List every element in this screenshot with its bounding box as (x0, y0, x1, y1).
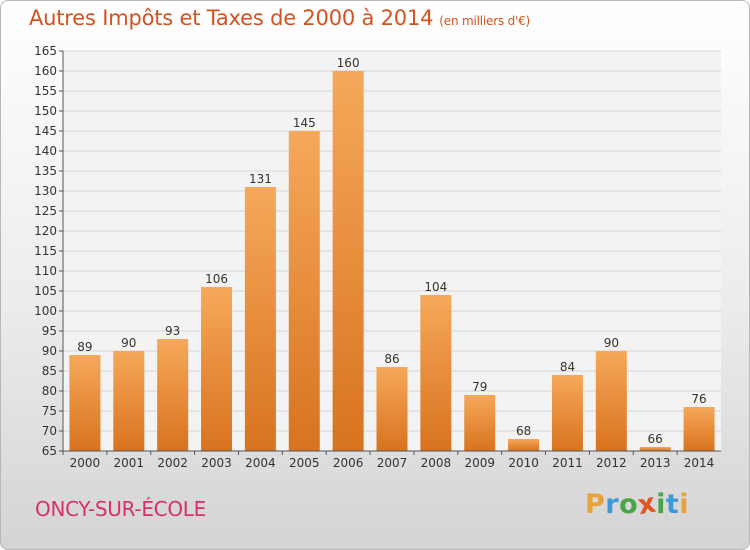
y-tick-label: 100 (34, 304, 57, 318)
data-label-2004: 131 (249, 172, 272, 186)
x-tick-label-2010: 2010 (508, 456, 539, 470)
x-tick-label-2009: 2009 (464, 456, 495, 470)
bar-2006 (332, 71, 364, 451)
bar-2001 (113, 351, 145, 451)
bar-2012 (595, 351, 627, 451)
x-axis-ticks: 2000 2001 2002 2003 2004 2005 2006 2007 2008 2009… (62, 451, 715, 470)
bar-2003 (201, 287, 233, 451)
bar-2010 (508, 439, 540, 451)
chart-unit-label: (en milliers d'€) (439, 14, 531, 28)
bar-2009 (464, 395, 496, 451)
bars (69, 71, 715, 451)
x-tick-label-2006: 2006 (333, 456, 364, 470)
data-label-2002: 93 (165, 324, 180, 338)
y-tick-label: 125 (34, 204, 57, 218)
y-tick-label: 95 (42, 324, 57, 338)
bar-2013 (639, 447, 671, 451)
y-axis-ticks: 65 70 75 80 85 90 95 100 105 110 115 120 125 130 135 14… (34, 44, 63, 458)
y-tick-label: 115 (34, 244, 57, 258)
bar-2014 (683, 407, 715, 451)
data-label-2007: 86 (384, 352, 399, 366)
y-tick-label: 130 (34, 184, 57, 198)
logo-letter: P (585, 489, 606, 520)
x-tick-label-2004: 2004 (245, 456, 276, 470)
chart-title: Autres Impôts et Taxes de 2000 à 2014 (en… (29, 6, 530, 30)
x-tick-label-2011: 2011 (552, 456, 583, 470)
x-tick-label-2000: 2000 (70, 456, 101, 470)
logo-letter: t (665, 489, 680, 520)
data-label-2003: 106 (205, 272, 228, 286)
data-label-2013: 66 (648, 432, 663, 446)
bar-2002 (157, 339, 189, 451)
y-tick-label: 110 (34, 264, 57, 278)
data-label-2014: 76 (691, 392, 706, 406)
x-tick-label-2001: 2001 (114, 456, 145, 470)
x-tick-label-2014: 2014 (684, 456, 715, 470)
y-tick-label: 120 (34, 224, 57, 238)
y-tick-label: 85 (42, 364, 57, 378)
x-tick-label-2013: 2013 (640, 456, 671, 470)
x-tick-label-2008: 2008 (421, 456, 452, 470)
y-tick-label: 90 (42, 344, 57, 358)
y-tick-label: 135 (34, 164, 57, 178)
x-tick-label-2005: 2005 (289, 456, 320, 470)
data-label-2001: 90 (121, 336, 136, 350)
data-label-2005: 145 (293, 116, 316, 130)
proxiti-logo: Proxiti (585, 488, 690, 522)
y-tick-label: 145 (34, 124, 57, 138)
bar-2007 (376, 367, 408, 451)
data-label-2008: 104 (424, 280, 447, 294)
logo-letter: i (656, 489, 666, 520)
data-label-2012: 90 (604, 336, 619, 350)
chart-title-text: Autres Impôts et Taxes de 2000 à 2014 (29, 6, 434, 30)
bar-2008 (420, 295, 452, 451)
x-tick-label-2007: 2007 (377, 456, 408, 470)
y-tick-label: 80 (42, 384, 57, 398)
y-tick-label: 165 (34, 44, 57, 58)
y-tick-label: 160 (34, 64, 57, 78)
y-tick-label: 75 (42, 404, 57, 418)
y-tick-label: 70 (42, 424, 57, 438)
y-tick-label: 155 (34, 84, 57, 98)
data-labels: 89 90 93 106 131 145 160 86 104 79 68 84 90 66 76 (77, 56, 706, 446)
y-tick-label: 140 (34, 144, 57, 158)
x-tick-label-2012: 2012 (596, 456, 627, 470)
x-tick-label-2003: 2003 (201, 456, 232, 470)
bar-2000 (69, 355, 101, 451)
bar-2011 (551, 375, 583, 451)
data-label-2011: 84 (560, 360, 575, 374)
logo-letter: i (679, 489, 690, 520)
y-tick-label: 65 (42, 444, 57, 458)
y-tick-label: 150 (34, 104, 57, 118)
data-label-2010: 68 (516, 424, 531, 438)
logo-letter: o (619, 489, 639, 520)
logo-letter: r (605, 489, 620, 520)
city-name: ONCY-SUR-ÉCOLE (35, 497, 206, 521)
y-tick-label: 105 (34, 284, 57, 298)
data-label-2009: 79 (472, 380, 487, 394)
data-label-2006: 160 (337, 56, 360, 70)
bar-2005 (288, 131, 320, 451)
data-label-2000: 89 (77, 340, 92, 354)
x-tick-label-2002: 2002 (157, 456, 188, 470)
bar-2004 (244, 187, 276, 451)
